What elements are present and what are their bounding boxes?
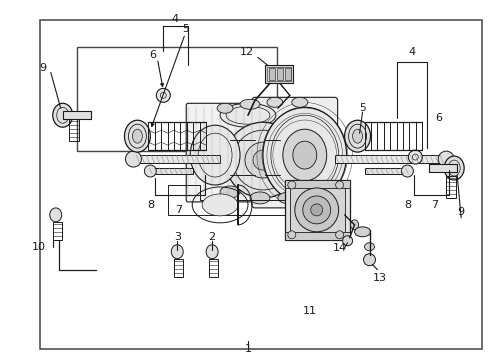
Ellipse shape [217, 103, 233, 113]
Bar [365, 168, 409, 174]
Text: 13: 13 [372, 273, 387, 283]
Ellipse shape [202, 194, 238, 216]
Ellipse shape [245, 142, 281, 178]
Ellipse shape [336, 231, 343, 239]
Ellipse shape [438, 151, 454, 167]
Bar [335, 155, 444, 163]
Bar [148, 168, 193, 174]
FancyBboxPatch shape [252, 97, 338, 208]
Bar [285, 68, 291, 80]
Ellipse shape [365, 243, 374, 251]
Bar [135, 155, 220, 163]
Text: 7: 7 [431, 200, 438, 210]
Ellipse shape [401, 165, 414, 177]
Ellipse shape [293, 141, 317, 169]
Bar [446, 176, 456, 198]
Bar [285, 232, 349, 240]
Ellipse shape [53, 103, 73, 127]
Bar [429, 164, 457, 172]
FancyBboxPatch shape [186, 103, 265, 202]
Text: 10: 10 [32, 242, 46, 252]
Ellipse shape [263, 107, 346, 203]
Ellipse shape [278, 192, 302, 204]
Text: 8: 8 [404, 200, 411, 210]
Ellipse shape [303, 196, 331, 224]
Ellipse shape [145, 165, 156, 177]
Ellipse shape [292, 97, 308, 107]
Ellipse shape [344, 120, 370, 152]
Ellipse shape [343, 236, 353, 246]
Bar [290, 185, 344, 235]
Ellipse shape [124, 120, 150, 152]
Ellipse shape [253, 150, 273, 170]
Text: 2: 2 [209, 232, 216, 242]
Ellipse shape [408, 150, 422, 164]
Text: 3: 3 [174, 232, 181, 242]
Ellipse shape [172, 245, 183, 259]
Ellipse shape [364, 254, 375, 266]
Bar [174, 259, 183, 276]
Text: 6: 6 [436, 113, 443, 123]
Bar [76, 47, 277, 151]
Ellipse shape [283, 129, 327, 181]
Bar [285, 180, 349, 240]
Text: 11: 11 [303, 306, 317, 316]
Ellipse shape [288, 231, 296, 239]
Bar [69, 119, 78, 141]
Ellipse shape [250, 192, 270, 204]
Bar [267, 67, 291, 81]
Text: 6: 6 [149, 50, 156, 60]
Ellipse shape [444, 156, 464, 180]
Ellipse shape [336, 181, 343, 189]
Ellipse shape [220, 103, 276, 127]
Ellipse shape [288, 181, 296, 189]
Ellipse shape [50, 208, 62, 222]
Bar [53, 222, 62, 240]
Ellipse shape [355, 227, 370, 237]
Text: 12: 12 [240, 48, 254, 58]
Ellipse shape [295, 188, 339, 232]
Text: 9: 9 [39, 63, 47, 73]
Bar [285, 180, 349, 188]
Bar [269, 68, 275, 80]
Bar [63, 111, 91, 119]
Ellipse shape [190, 125, 240, 185]
Ellipse shape [311, 204, 323, 216]
Text: 4: 4 [409, 48, 416, 58]
Text: 5: 5 [182, 24, 189, 33]
Text: 8: 8 [147, 200, 154, 210]
Text: 1: 1 [245, 345, 251, 354]
Bar [277, 68, 283, 80]
Bar [209, 259, 218, 276]
Ellipse shape [267, 97, 283, 107]
Ellipse shape [125, 151, 142, 167]
Bar [265, 66, 293, 84]
Ellipse shape [132, 129, 143, 143]
Ellipse shape [353, 129, 363, 143]
Ellipse shape [220, 186, 240, 198]
Ellipse shape [206, 245, 218, 259]
Text: 14: 14 [333, 243, 347, 253]
Text: 4: 4 [172, 14, 179, 24]
Text: 7: 7 [175, 205, 182, 215]
Ellipse shape [240, 99, 260, 109]
Ellipse shape [156, 88, 171, 102]
Ellipse shape [350, 220, 359, 230]
Ellipse shape [225, 122, 301, 198]
Text: 9: 9 [458, 207, 465, 217]
Text: 5: 5 [359, 103, 366, 113]
